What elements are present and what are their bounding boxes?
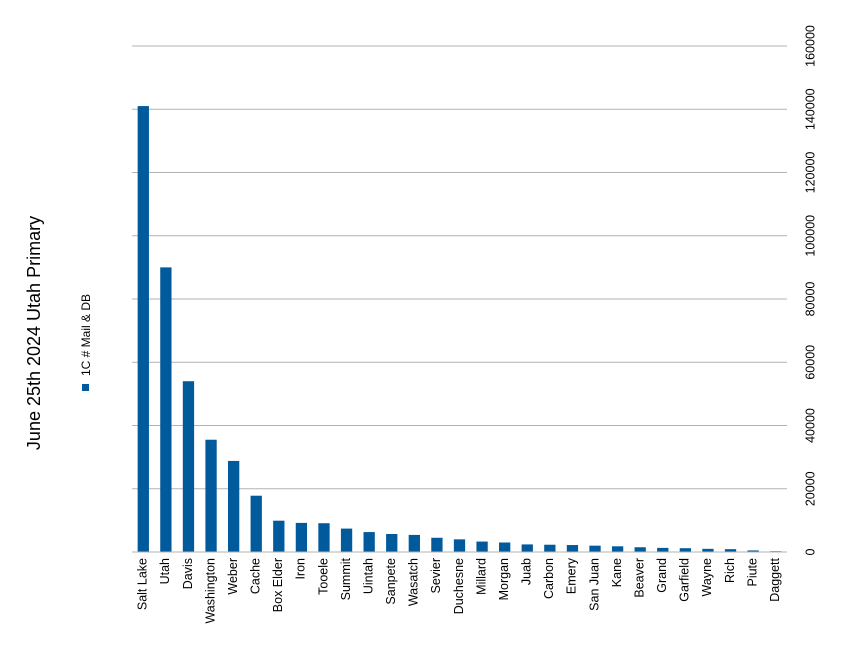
bar <box>521 544 533 552</box>
category-label: Tooele <box>316 558 330 595</box>
category-label: Emery <box>565 557 579 594</box>
category-label: Wayne <box>700 558 714 596</box>
bar <box>499 542 511 552</box>
bar <box>182 381 195 552</box>
category-label: Davis <box>181 558 195 589</box>
category-label: Iron <box>294 558 308 580</box>
category-label: Rich <box>723 558 737 583</box>
category-label: Kane <box>610 558 624 587</box>
legend-swatch <box>82 384 89 391</box>
y-tick-label: 140000 <box>803 88 817 130</box>
bar <box>657 547 669 552</box>
y-tick-label: 20000 <box>803 471 817 506</box>
category-label: Salt Lake <box>136 558 150 610</box>
x-axis-category-labels: Salt Lake Utah Davis Washington Weber Cache Bo… <box>136 557 782 623</box>
bar <box>137 106 149 553</box>
bar <box>476 541 488 552</box>
bar <box>724 549 737 552</box>
bar <box>250 495 262 552</box>
bars <box>137 106 782 553</box>
legend-label: 1C # Mail & DB <box>79 294 93 376</box>
category-label: Grand <box>655 558 669 593</box>
category-label: Weber <box>226 558 240 595</box>
legend: 1C # Mail & DB <box>79 294 93 391</box>
category-label: Cache <box>249 558 263 594</box>
category-label: Uintah <box>361 558 375 594</box>
bar <box>318 523 330 552</box>
bar <box>295 522 308 552</box>
bar <box>273 520 285 552</box>
category-label: Piute <box>745 558 759 587</box>
bar <box>544 544 556 552</box>
category-label: Carbon <box>542 558 556 599</box>
bar <box>408 534 420 552</box>
bar <box>363 532 375 552</box>
category-label: Beaver <box>632 558 646 598</box>
y-tick-label: 60000 <box>803 345 817 380</box>
bar <box>205 439 217 552</box>
category-label: Wasatch <box>407 558 421 606</box>
y-axis-tick-labels: 0 20000 40000 60000 80000 100000 120000 140000 1… <box>803 25 817 555</box>
bar <box>386 533 398 552</box>
category-label: Duchesne <box>452 558 466 614</box>
category-label: San Juan <box>587 558 601 611</box>
bar <box>747 550 759 552</box>
category-label: Daggett <box>768 557 782 601</box>
y-tick-label: 120000 <box>803 152 817 194</box>
bar <box>431 537 443 552</box>
category-label: Summit <box>339 557 353 600</box>
bar <box>227 460 240 552</box>
bar <box>679 548 692 552</box>
gridlines <box>132 45 787 553</box>
category-label: Sanpete <box>384 558 398 605</box>
y-tick-label: 0 <box>803 548 817 555</box>
bar <box>566 545 579 552</box>
category-label: Utah <box>158 558 172 584</box>
bar <box>160 267 172 552</box>
category-label: Garfield <box>678 558 692 602</box>
category-label: Juab <box>520 558 534 585</box>
category-label: Millard <box>474 558 488 595</box>
category-label: Box Elder <box>271 558 285 612</box>
bar <box>453 539 466 552</box>
y-tick-label: 160000 <box>803 25 817 67</box>
category-label: Sevier <box>429 558 443 593</box>
bar <box>589 545 601 552</box>
chart-title: June 25th 2024 Utah Primary <box>24 216 44 450</box>
category-label: Morgan <box>497 558 511 600</box>
bar <box>611 546 624 552</box>
category-label: Washington <box>203 558 217 624</box>
y-tick-label: 100000 <box>803 215 817 257</box>
bar <box>634 547 646 552</box>
y-tick-label: 40000 <box>803 408 817 443</box>
y-tick-label: 80000 <box>803 282 817 317</box>
bar <box>702 548 714 552</box>
bar <box>340 528 353 552</box>
